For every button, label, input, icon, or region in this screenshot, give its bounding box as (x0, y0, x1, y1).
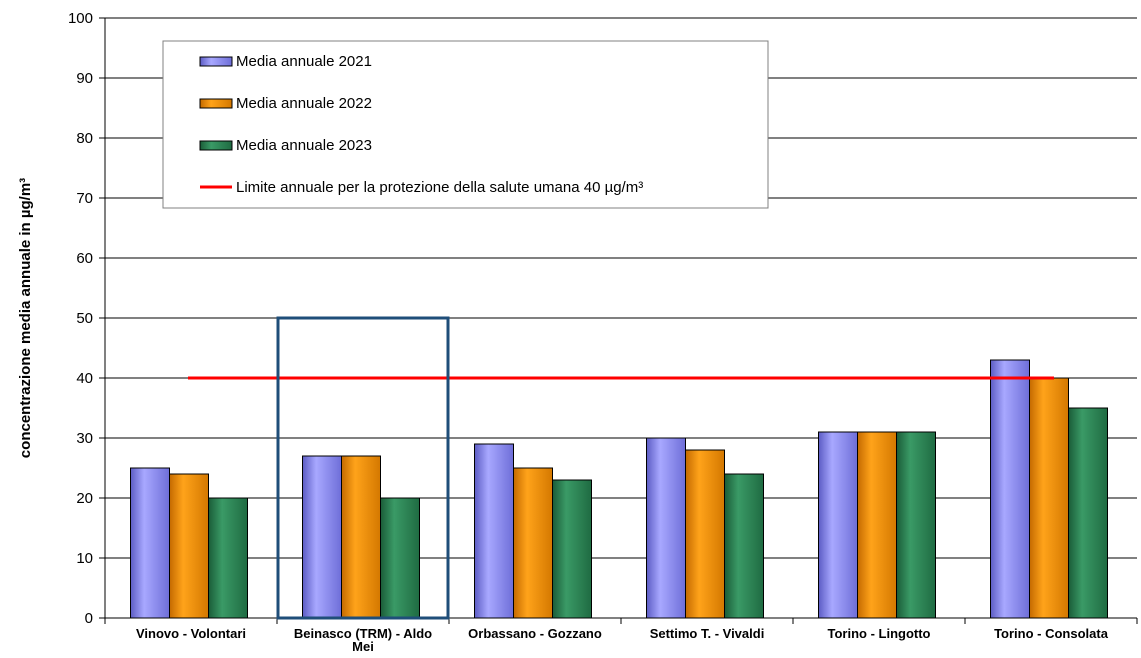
bar-1-3 (474, 443, 514, 619)
legend-swatch-1 (199, 56, 233, 67)
legend-label-1: Media annuale 2021 (236, 53, 372, 70)
category-label-line: Vinovo - Volontari (136, 626, 246, 641)
bar-2-5 (857, 431, 897, 619)
category-label-line: Beinasco (TRM) - Aldo (294, 626, 432, 641)
bar-3-2 (380, 497, 420, 619)
bar-3-3 (552, 479, 592, 619)
bar-1-5 (818, 431, 858, 619)
bar-1-4 (646, 437, 686, 619)
legend-box (162, 40, 769, 209)
bar-2-3 (513, 467, 553, 619)
category-label-line: Settimo T. - Vivaldi (650, 626, 765, 641)
y-tick-label: 30 (76, 430, 93, 447)
legend-label-2: Media annuale 2022 (236, 95, 372, 112)
y-tick-label: 70 (76, 190, 93, 207)
category-label: Beinasco (TRM) - Aldo Mei (294, 626, 432, 654)
legend-label-3: Media annuale 2023 (236, 137, 372, 154)
y-tick-label: 100 (68, 10, 93, 27)
bar-2-2 (341, 455, 381, 619)
y-tick-label: 90 (76, 70, 93, 87)
bar-1-2 (302, 455, 342, 619)
bar-2-1 (169, 473, 209, 619)
legend-label-limit: Limite annuale per la protezione della s… (236, 179, 643, 196)
category-label: Vinovo - Volontari (136, 626, 246, 641)
bar-2-6 (1029, 377, 1069, 619)
category-label: Settimo T. - Vivaldi (650, 626, 765, 641)
category-label: Orbassano - Gozzano (468, 626, 602, 641)
y-tick-label: 20 (76, 490, 93, 507)
y-tick-label: 60 (76, 250, 93, 267)
bar-1-1 (130, 467, 170, 619)
bar-3-5 (896, 431, 936, 619)
highlight-box (276, 316, 450, 620)
bar-1-6 (990, 359, 1030, 619)
category-label-line: Torino - Lingotto (828, 626, 931, 641)
bar-3-1 (208, 497, 248, 619)
category-label-line: Mei (352, 639, 374, 654)
category-label-line: Torino - Consolata (994, 626, 1109, 641)
highlight-layer (276, 316, 450, 620)
bar-3-4 (724, 473, 764, 619)
category-label-line: Orbassano - Gozzano (468, 626, 602, 641)
y-tick-label: 80 (76, 130, 93, 147)
legend: Media annuale 2021 Media annuale 2022 Medi… (162, 40, 769, 209)
category-label: Torino - Lingotto (828, 626, 931, 641)
y-axis-label: concentrazione media annuale in µg/m³ (17, 178, 34, 458)
y-tick-label: 50 (76, 310, 93, 327)
y-tick-label: 40 (76, 370, 93, 387)
y-tick-label: 0 (85, 610, 93, 627)
labels: Vinovo - Volontari Beinasco (TRM) - Aldo M… (136, 626, 1109, 654)
bar-3-6 (1068, 407, 1108, 619)
legend-swatch-3 (199, 140, 233, 151)
bars (130, 359, 1108, 619)
bar-2-4 (685, 449, 725, 619)
category-label: Torino - Consolata (994, 626, 1109, 641)
y-tick-label: 10 (76, 550, 93, 567)
legend-swatch-2 (199, 98, 233, 109)
